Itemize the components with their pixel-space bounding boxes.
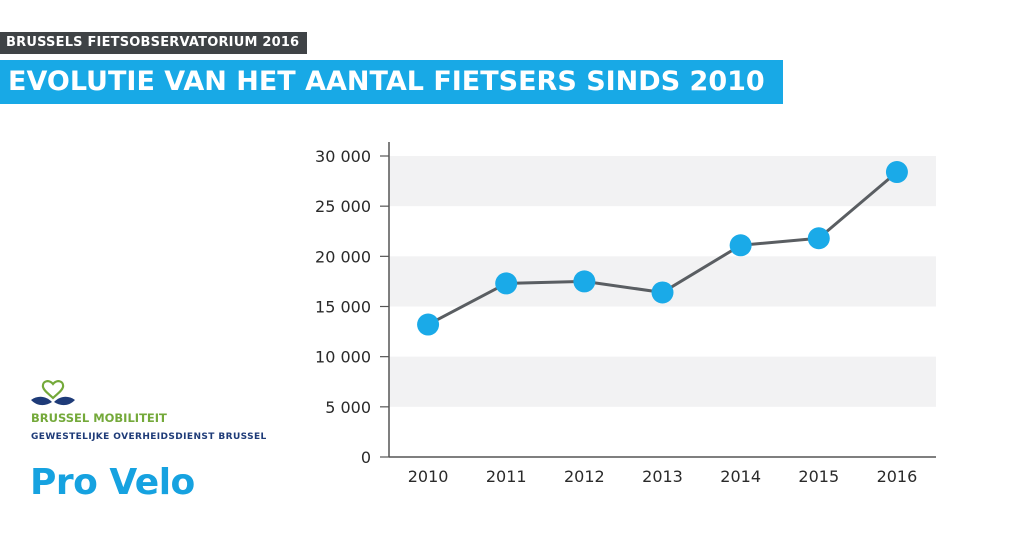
page-title: EVOLUTIE VAN HET AANTAL FIETSERS SINDS 2… [0, 60, 783, 104]
x-tick-label: 2014 [720, 467, 761, 486]
x-tick-label: 2016 [877, 467, 918, 486]
y-tick-label: 10 000 [315, 348, 371, 367]
data-point [495, 272, 518, 295]
data-point [417, 313, 440, 336]
y-tick-label: 30 000 [315, 147, 371, 166]
data-point [651, 281, 674, 304]
brussel-mobiliteit-subtitle: GEWESTELIJKE OVERHEIDSDIENST BRUSSEL [31, 432, 267, 442]
data-point [573, 270, 596, 293]
pro-velo-logo: Pro Velo [30, 462, 195, 503]
x-tick-label: 2015 [798, 467, 839, 486]
y-tick-label: 25 000 [315, 197, 371, 216]
y-tick-label: 5 000 [325, 398, 371, 417]
y-tick-label: 0 [361, 448, 371, 467]
kicker-label: BRUSSELS FIETSOBSERVATORIUM 2016 [0, 32, 308, 54]
brussel-mobiliteit-logo-icon [31, 380, 75, 406]
grid-band [389, 156, 936, 207]
x-tick-label: 2012 [564, 467, 605, 486]
x-tick-label: 2011 [486, 467, 527, 486]
x-tick-label: 2010 [408, 467, 449, 486]
data-point [885, 161, 908, 184]
data-point [807, 227, 830, 250]
y-tick-label: 15 000 [315, 298, 371, 317]
x-tick-label: 2013 [642, 467, 683, 486]
brussel-mobiliteit-name: BRUSSEL MOBILITEIT [31, 411, 167, 425]
data-point [729, 234, 752, 257]
grid-band [389, 356, 936, 407]
y-tick-label: 20 000 [315, 247, 371, 266]
